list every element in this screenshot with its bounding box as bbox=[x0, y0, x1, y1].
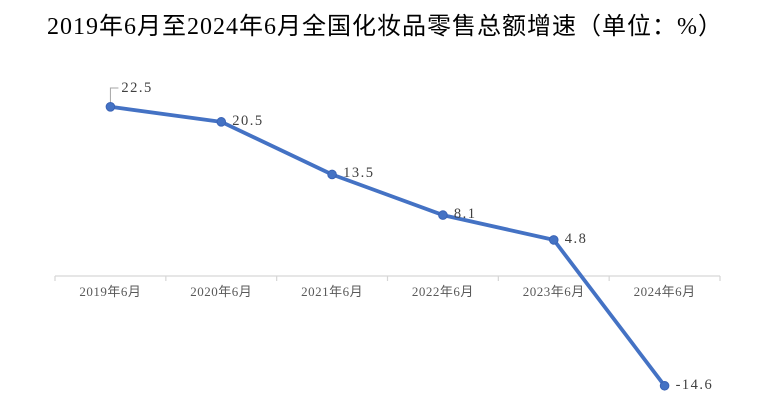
data-label-5: 4.8 bbox=[564, 230, 588, 247]
data-point-marker bbox=[105, 102, 116, 112]
label-leader-line bbox=[109, 87, 119, 103]
x-axis-label-2020: 2020年6月 bbox=[190, 284, 253, 299]
x-axis-label-2022: 2022年6月 bbox=[411, 284, 474, 299]
data-point-marker bbox=[438, 210, 448, 220]
series-line bbox=[108, 104, 667, 388]
data-label-6: -14.6 bbox=[675, 376, 714, 393]
data-label-4: 8.1 bbox=[453, 206, 477, 223]
data-point-marker bbox=[659, 380, 670, 391]
data-point-marker bbox=[548, 235, 559, 245]
x-axis-label-2019: 2019年6月 bbox=[79, 284, 142, 299]
x-axis-label-2024: 2024年6月 bbox=[633, 284, 696, 299]
x-axis-label-2021: 2021年6月 bbox=[301, 284, 364, 299]
data-label-3: 13.5 bbox=[343, 165, 375, 182]
data-point-marker bbox=[216, 117, 227, 127]
data-label-1: 22.5 bbox=[121, 80, 153, 96]
data-label-2: 20.5 bbox=[232, 112, 264, 129]
data-point-marker bbox=[327, 169, 337, 180]
x-axis-label-2023: 2023年6月 bbox=[522, 284, 585, 299]
chart-title: 2019年6月至2024年6月全国化妆品零售总额增速（单位：%） bbox=[47, 14, 723, 40]
